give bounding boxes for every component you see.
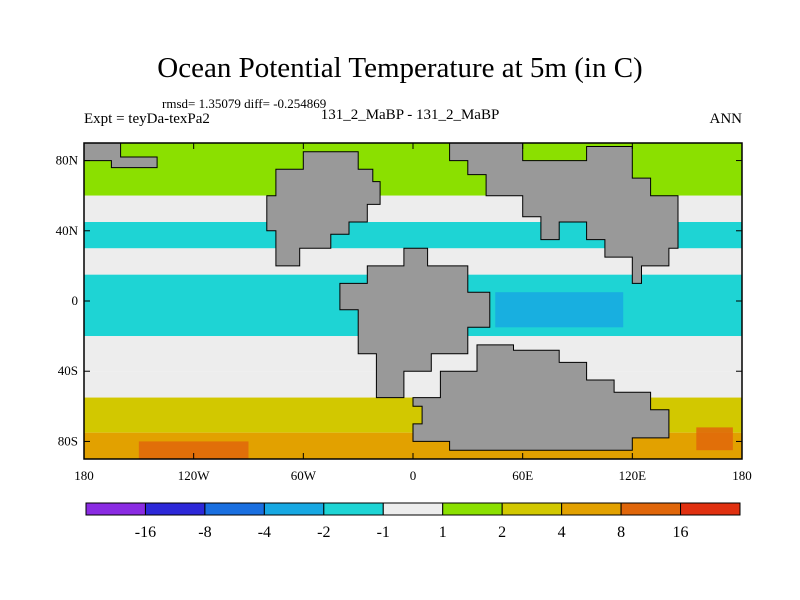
chart-title: Ocean Potential Temperature at 5m (in C) <box>157 52 643 84</box>
colorbar-label: -16 <box>135 524 156 541</box>
land-eurasia <box>449 142 679 284</box>
center-label: 131_2_MaBP - 131_2_MaBP <box>320 107 500 123</box>
south-dateline-warm-patch <box>696 427 733 451</box>
season-label: ANN <box>709 111 743 127</box>
colorbar-label: 2 <box>498 524 506 541</box>
x-tick-label: 0 <box>410 468 417 483</box>
colorbar-label: -1 <box>377 524 390 541</box>
y-tick-label: 0 <box>72 293 79 308</box>
colorbar-swatch <box>263 502 325 516</box>
colorbar: -16 -8 -4 -2 -1 1 2 4 8 16 <box>85 502 741 541</box>
x-axis: 180 120W 60W 0 60E 120E 180 <box>74 143 752 483</box>
colorbar-swatch <box>85 502 146 516</box>
y-tick-label: 40N <box>56 223 79 238</box>
colorbar-swatch <box>442 502 503 516</box>
colorbar-swatch <box>561 502 622 516</box>
x-tick-label: 60E <box>512 468 533 483</box>
colorbar-swatch <box>323 502 384 516</box>
x-tick-label: 60W <box>291 468 317 483</box>
land-north-america <box>266 151 381 267</box>
land-antarctica-australia <box>412 344 670 451</box>
colorbar-label: 4 <box>558 524 566 541</box>
x-tick-label: 180 <box>732 468 752 483</box>
land-south-america-africa <box>339 247 491 399</box>
colorbar-swatch <box>382 502 444 516</box>
indian-ocean-cold-patch <box>495 292 624 328</box>
colorbar-label: -8 <box>198 524 211 541</box>
y-tick-label: 80S <box>58 433 78 448</box>
colorbar-label: -2 <box>317 524 330 541</box>
colorbar-swatch <box>501 502 563 516</box>
stats-label: rmsd= 1.35079 diff= -0.254869 <box>162 96 327 111</box>
colorbar-label: 8 <box>617 524 625 541</box>
colorbar-swatch <box>680 502 741 516</box>
x-tick-label: 180 <box>74 468 94 483</box>
colorbar-label: -4 <box>258 524 271 541</box>
colorbar-swatch <box>144 502 206 516</box>
y-tick-label: 40S <box>58 363 78 378</box>
experiment-label: Expt = teyDa-texPa2 <box>84 111 210 127</box>
y-axis: 80N 40N 0 40S 80S <box>56 153 742 448</box>
colorbar-label: 1 <box>439 524 447 541</box>
land-north-pole-island <box>83 142 158 169</box>
colorbar-swatch <box>620 502 682 516</box>
x-tick-label: 120E <box>619 468 647 483</box>
south-pacific-warm-strip <box>138 441 249 459</box>
land-masks <box>83 142 679 451</box>
y-tick-label: 80N <box>56 153 79 168</box>
colorbar-label: 16 <box>673 524 689 541</box>
colorbar-swatch <box>204 502 265 516</box>
x-tick-label: 120W <box>178 468 211 483</box>
